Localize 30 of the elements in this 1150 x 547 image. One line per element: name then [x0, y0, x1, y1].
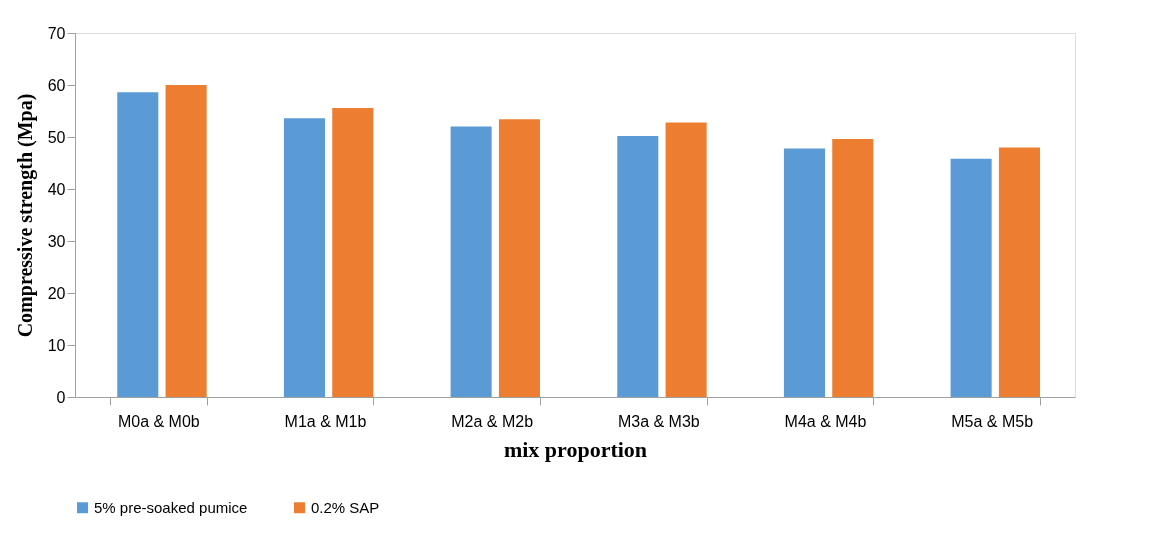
y-axis-title: Compressive strength (Mpa) — [13, 93, 37, 338]
bar — [783, 148, 825, 397]
x-tick-label: M1a & M1b — [284, 412, 367, 430]
x-tick-label: M3a & M3b — [617, 412, 700, 430]
y-tick-label: 20 — [47, 284, 66, 302]
bar — [950, 158, 992, 397]
bar — [665, 122, 707, 397]
bar — [165, 85, 207, 397]
x-axis-title: mix proportion — [503, 436, 648, 462]
x-tick-label: M2a & M2b — [451, 412, 534, 430]
x-tick-label: M4a & M4b — [784, 412, 867, 430]
x-tick-label: M5a & M5b — [951, 412, 1034, 430]
bar — [450, 126, 492, 397]
bar — [617, 135, 659, 397]
y-tick-label: 50 — [47, 128, 66, 146]
legend-label: 5% pre-soaked pumice — [94, 498, 248, 516]
y-tick-label: 30 — [47, 232, 66, 250]
y-tick-label: 10 — [47, 336, 66, 354]
y-tick-label: 40 — [47, 180, 66, 198]
bar — [332, 107, 374, 397]
legend-label: 0.2% SAP — [311, 498, 380, 516]
bar — [832, 139, 874, 397]
bar — [998, 147, 1040, 397]
x-tick-label: M0a & M0b — [117, 412, 200, 430]
bar — [283, 118, 325, 397]
y-tick-label: 70 — [47, 24, 66, 42]
bar — [498, 119, 540, 397]
y-tick-label: 60 — [47, 76, 66, 94]
y-tick-label: 0 — [56, 388, 66, 406]
bar — [117, 92, 159, 397]
